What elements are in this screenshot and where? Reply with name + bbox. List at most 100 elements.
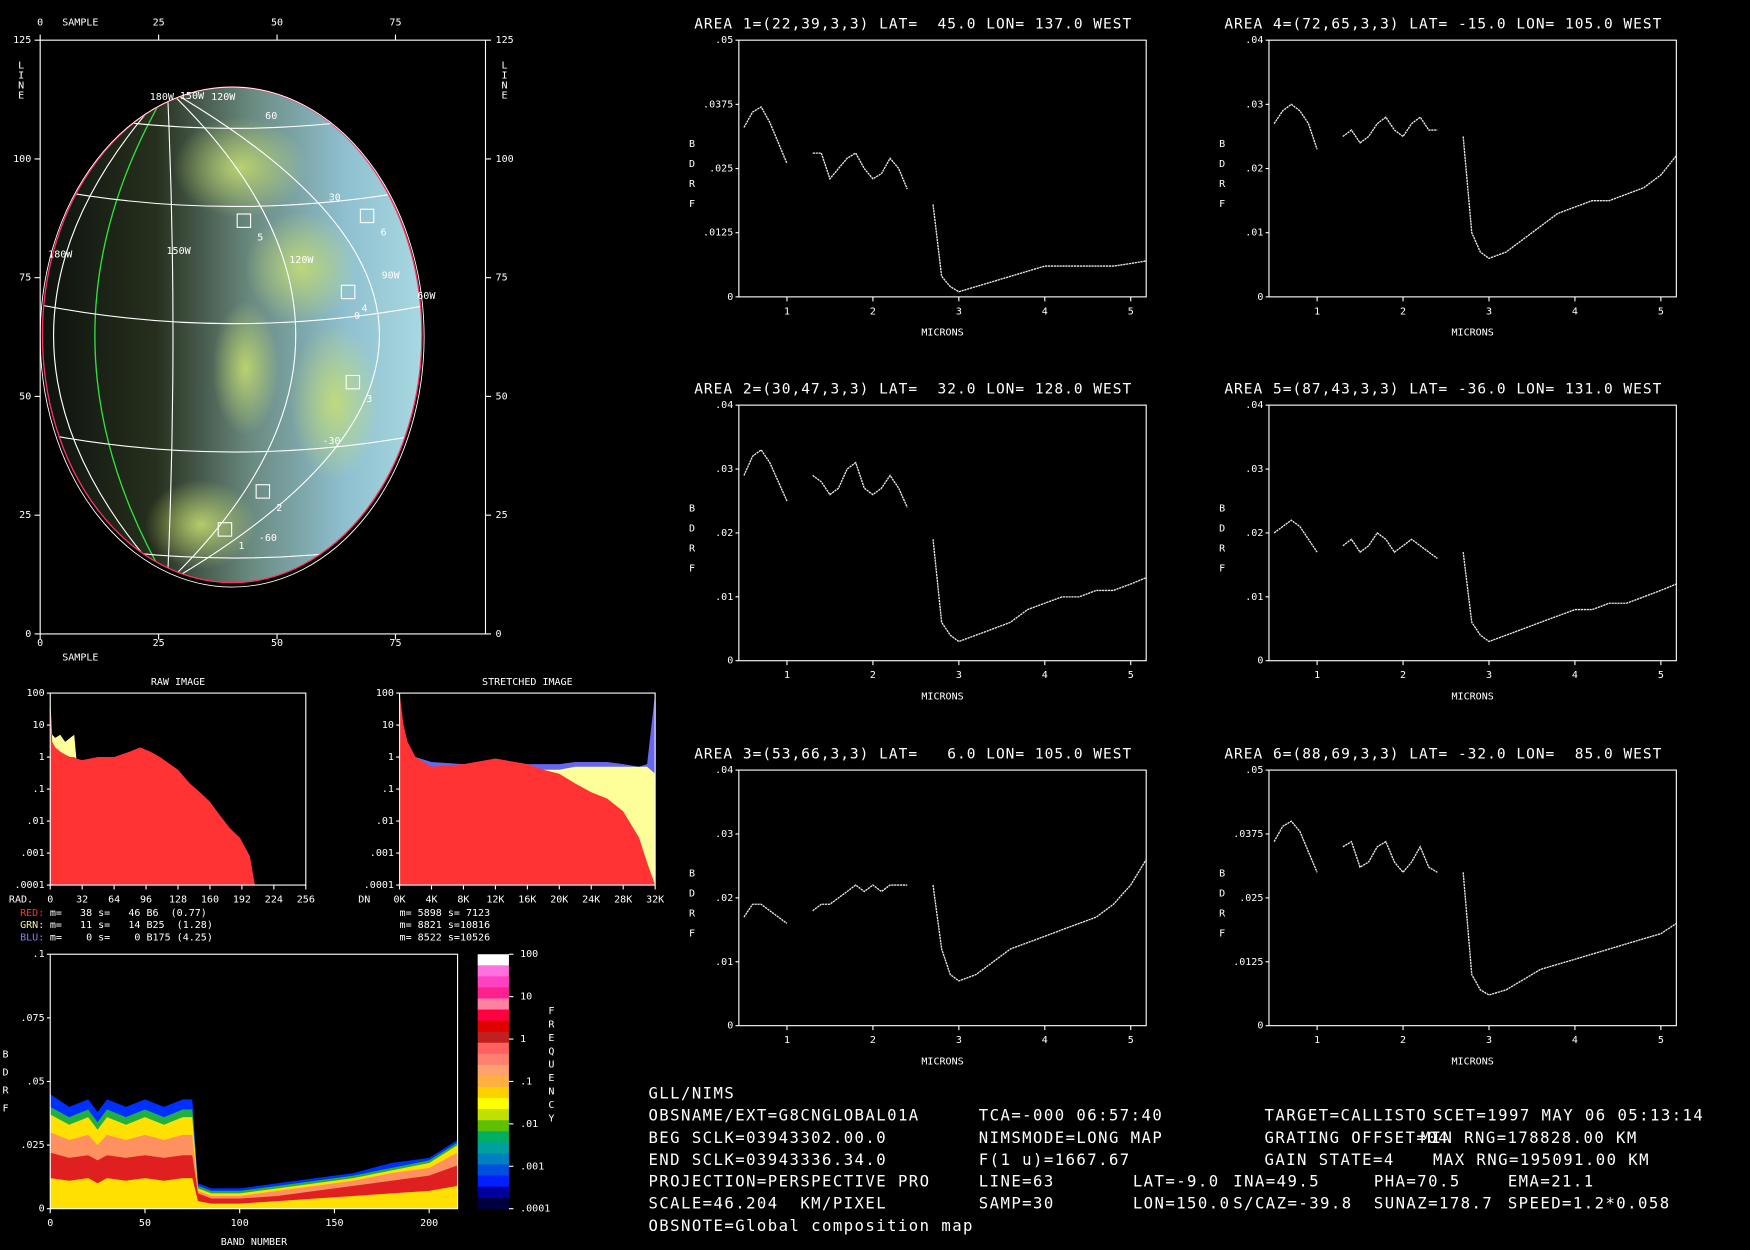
- x-tick-label: 0: [47, 895, 53, 906]
- y-tick-label: .04: [1245, 400, 1263, 411]
- y-tick-label: 10: [33, 720, 45, 731]
- x-tick-label: 3: [956, 306, 962, 317]
- y-tick-label: .02: [715, 893, 733, 904]
- label-letter: D: [1219, 888, 1225, 899]
- x-tick-label: 5: [1658, 670, 1664, 681]
- info-text: SCALE=46.204 KM/PIXEL: [648, 1195, 887, 1213]
- plot-frame: [1268, 39, 1677, 298]
- x-axis-title: BAND NUMBER: [221, 1237, 288, 1248]
- info-text: GRATING OFFSET=04: [1265, 1129, 1449, 1147]
- x-tick-label: 0K: [394, 895, 406, 906]
- y-tick-label: .04: [715, 400, 733, 411]
- stats-text: m= 5898 s= 7123: [400, 908, 491, 919]
- x-tick-label: 2: [870, 1035, 876, 1046]
- label-letter: E: [18, 90, 24, 101]
- label-letter: R: [689, 179, 696, 190]
- x-axis-title: MICRONS: [921, 691, 963, 702]
- y-tick-label: .001: [370, 848, 394, 859]
- area-label: 5: [257, 232, 263, 243]
- info-text: NIMSMODE=LONG MAP: [979, 1129, 1163, 1147]
- colorbar-cell: [477, 1142, 509, 1154]
- label-letter: L: [18, 60, 24, 71]
- x-axis-title: MICRONS: [1452, 328, 1494, 339]
- colorbar-cell: [477, 1186, 509, 1198]
- colorbar-cell: [477, 965, 509, 977]
- spectrum-line: [1273, 519, 1677, 643]
- x-tick-label: 200: [420, 1218, 438, 1229]
- x-tick-label: 50: [271, 638, 283, 649]
- info-text: PHA=70.5: [1374, 1172, 1461, 1190]
- label-letter: L: [501, 60, 507, 71]
- label-letter: R: [1219, 179, 1226, 190]
- grid-label: 60: [265, 111, 277, 122]
- y-tick-label: 25: [496, 510, 508, 521]
- area-box: [217, 522, 233, 537]
- y-tick-label: 10: [520, 992, 532, 1003]
- label-letter: R: [689, 544, 696, 555]
- y-tick-label: 0: [25, 629, 31, 640]
- colorbar-cell: [477, 976, 509, 988]
- chart-title: AREA 1=(22,39,3,3) LAT= 45.0 LON= 137.0 …: [694, 17, 1132, 33]
- x-tick-label: 4: [1042, 670, 1048, 681]
- x-tick-label: 0: [37, 638, 43, 649]
- label-letter: F: [689, 564, 695, 575]
- y-tick-label: .01: [27, 816, 45, 827]
- y-tick-label: 100: [376, 688, 394, 699]
- info-text: SAMP=30: [979, 1195, 1055, 1213]
- x-axis-title: DN: [358, 895, 370, 906]
- y-tick-label: .0125: [1233, 957, 1263, 968]
- x-tick-label: 0: [47, 1218, 53, 1229]
- info-text: SUNAZ=178.7: [1374, 1195, 1493, 1213]
- surface-patch: [172, 117, 307, 218]
- x-tick-label: 16K: [518, 895, 536, 906]
- colorbar-cell: [477, 987, 509, 999]
- info-text: LON=150.0: [1133, 1195, 1231, 1213]
- x-tick-label: 1: [784, 670, 790, 681]
- info-text: LINE=63: [979, 1172, 1055, 1190]
- label-letter: R: [689, 909, 696, 920]
- colorbar-cell: [477, 1120, 509, 1132]
- y-tick-label: 125: [496, 35, 514, 46]
- x-tick-label: 4: [1042, 306, 1048, 317]
- x-tick-label: 150: [325, 1218, 343, 1229]
- info-text: EMA=21.1: [1508, 1172, 1595, 1190]
- y-tick-label: 1: [520, 1034, 526, 1045]
- colorbar-cell: [477, 1020, 509, 1033]
- y-tick-label: .01: [715, 592, 733, 603]
- chart-title: RAW IMAGE: [151, 677, 205, 688]
- info-text: SPEED=1.2*0.058: [1508, 1195, 1671, 1213]
- y-tick-label: 100: [496, 154, 514, 165]
- colorbar-cell: [477, 1164, 509, 1176]
- grid-label: 180W: [150, 92, 175, 103]
- x-tick-label: 224: [265, 895, 283, 906]
- x-tick-label: 8K: [457, 895, 469, 906]
- x-tick-label: 28K: [614, 895, 632, 906]
- y-tick-label: 0: [39, 1204, 45, 1215]
- x-tick-label: 3: [1486, 1035, 1492, 1046]
- x-tick-label: 2: [1400, 670, 1406, 681]
- grid-label: 120W: [289, 255, 314, 266]
- label-letter: D: [1219, 159, 1225, 170]
- y-tick-label: 0: [727, 1021, 733, 1032]
- y-tick-label: .02: [715, 528, 733, 539]
- meridian: [53, 88, 168, 583]
- stats-text: m= 8821 s=10816: [400, 920, 491, 931]
- x-tick-label: 2: [870, 670, 876, 681]
- area-box: [359, 208, 375, 224]
- y-tick-label: .03: [715, 464, 733, 475]
- x-tick-label: 12K: [486, 895, 504, 906]
- stats-line: BLU: m= 0 s= 0 B175 (4.25): [20, 932, 213, 943]
- info-text: TCA=-000 06:57:40: [979, 1107, 1163, 1125]
- info-text: PROJECTION=PERSPECTIVE PRO: [648, 1172, 930, 1190]
- x-tick-label: 1: [1314, 670, 1320, 681]
- y-tick-label: .0125: [703, 228, 733, 239]
- x-tick-label: 128: [169, 895, 187, 906]
- x-tick-label: 96: [140, 895, 152, 906]
- stats-line: m= 8522 s=10526: [400, 932, 491, 943]
- grid-label: 90W: [382, 271, 401, 282]
- info-text: MAX RNG=195091.00 KM: [1433, 1151, 1650, 1169]
- area-label: 6: [380, 228, 386, 239]
